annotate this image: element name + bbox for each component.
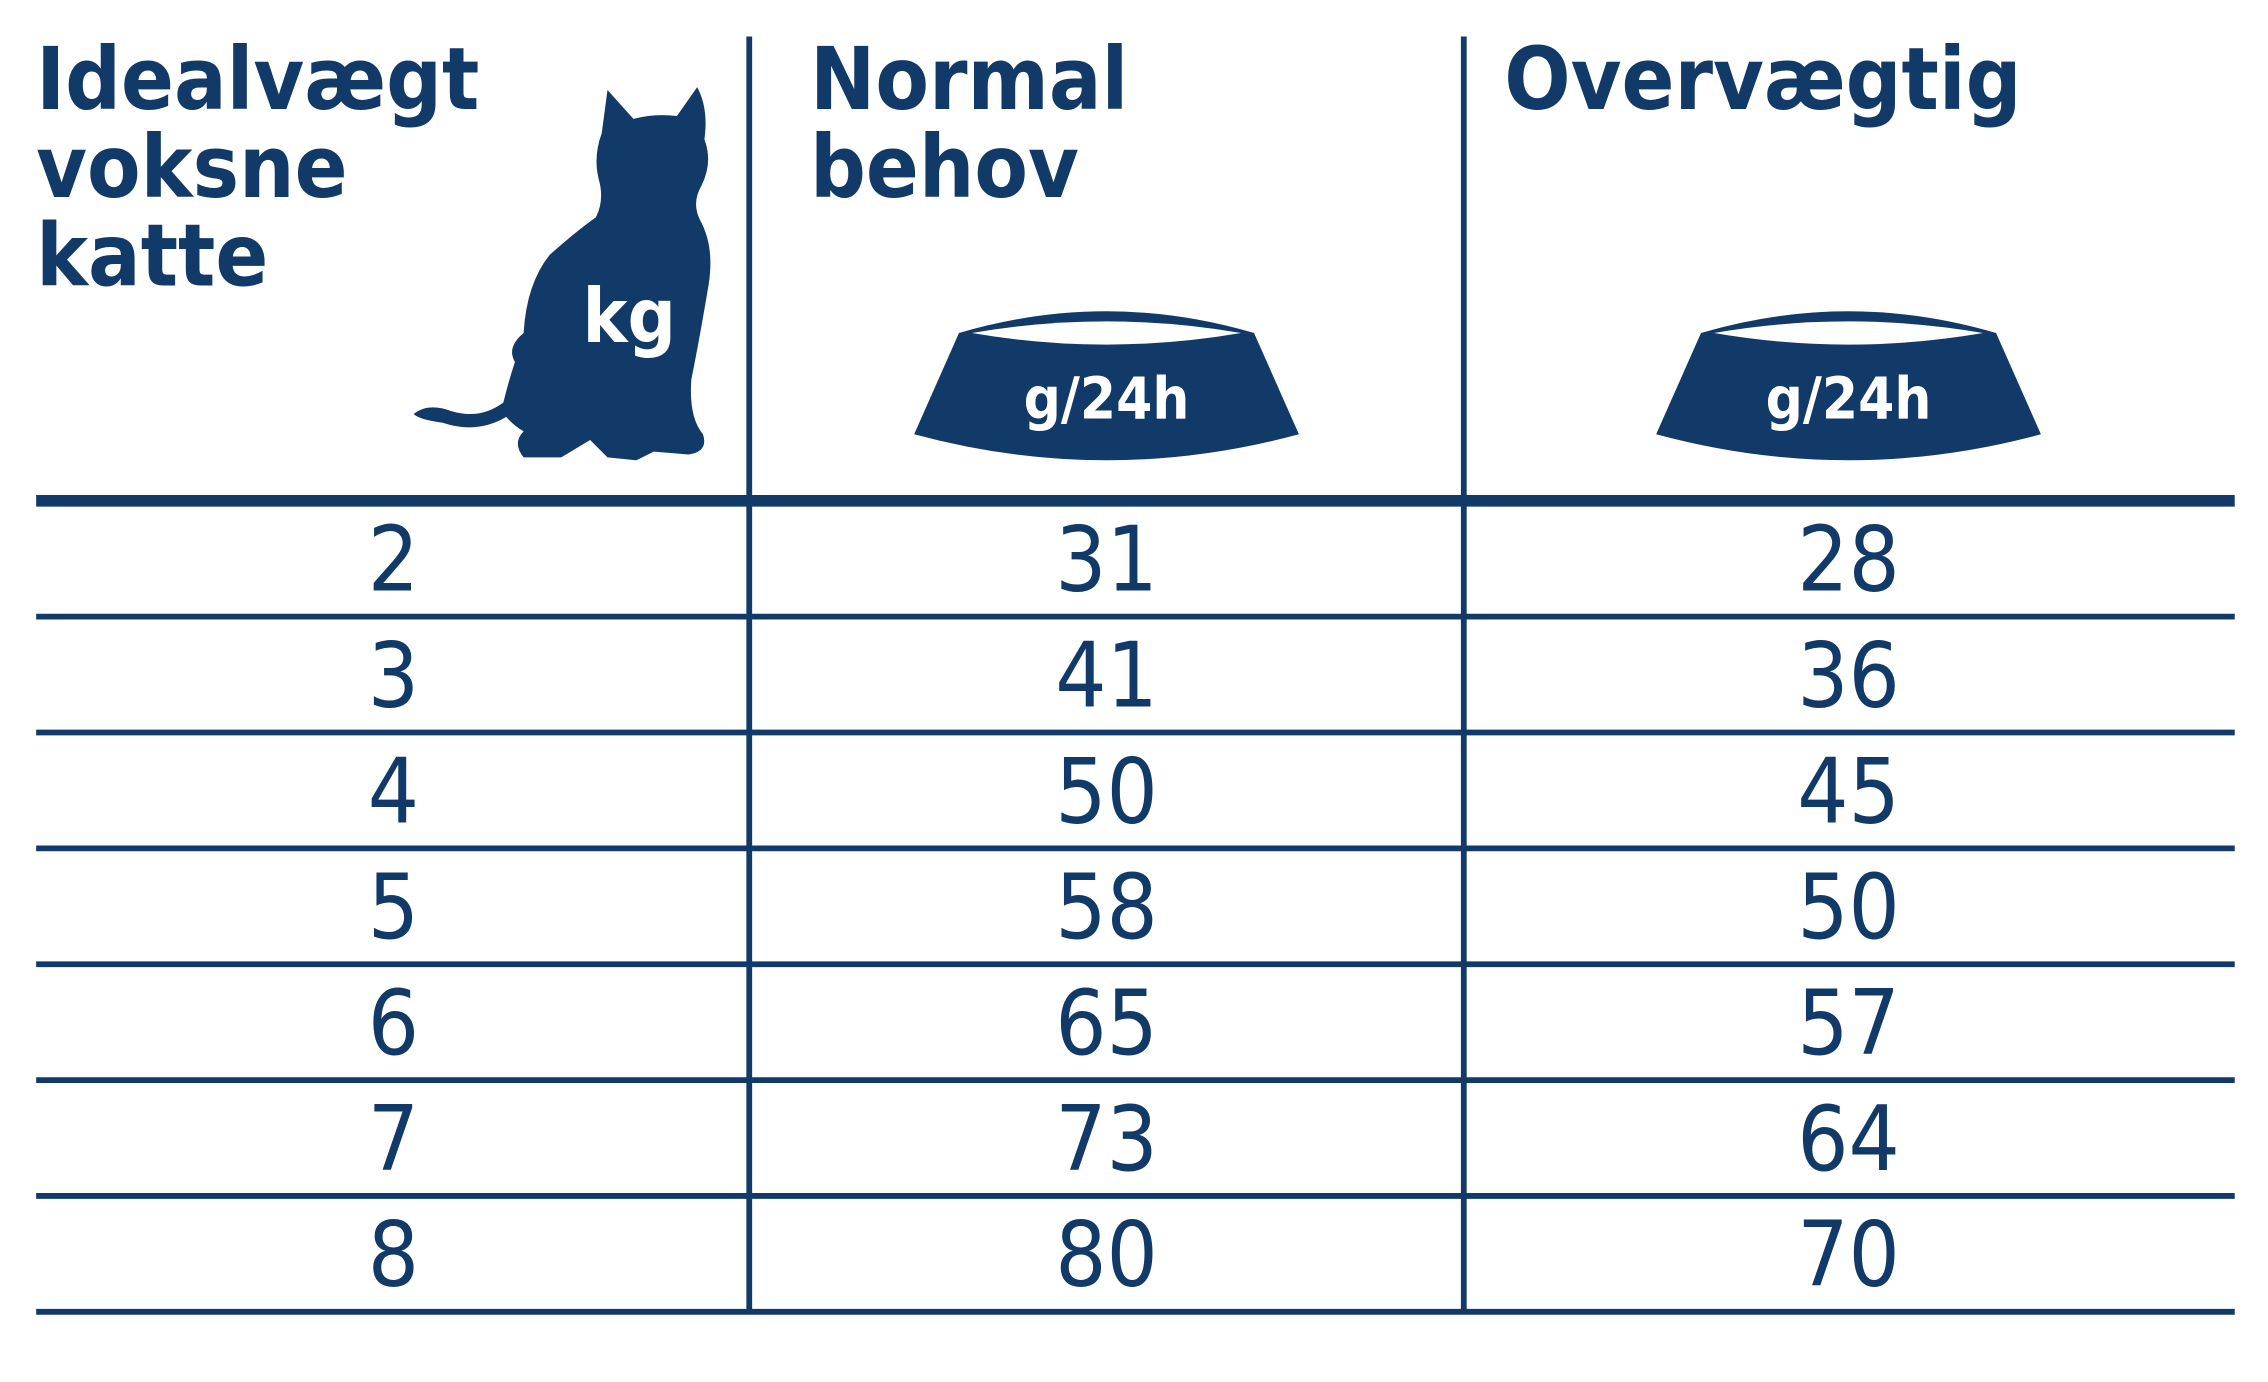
table-cell: 31 (1055, 509, 1158, 613)
table-cell: 65 (1055, 972, 1158, 1076)
column-header: behov (810, 117, 1079, 218)
table-cell: 28 (1797, 509, 1900, 613)
unit-label: kg (582, 272, 675, 360)
table-cell: 6 (368, 972, 419, 1076)
table-cell: 2 (368, 509, 419, 613)
table-cell: 45 (1797, 740, 1900, 844)
table-cell: 36 (1797, 624, 1900, 728)
bowl-icon (914, 311, 1299, 461)
column-header: Overvægtig (1504, 29, 2021, 130)
table-cell: 8 (368, 1204, 419, 1308)
table-cell: 7 (368, 1088, 419, 1192)
table-cell: 3 (368, 624, 419, 728)
column-header: katte (36, 205, 268, 306)
unit-label: g/24h (1024, 365, 1190, 433)
table-cell: 73 (1055, 1088, 1158, 1192)
column-header: voksne (36, 117, 347, 218)
column-header: Normal (810, 29, 1128, 130)
table-cell: 5 (368, 856, 419, 960)
table-cell: 64 (1797, 1088, 1900, 1192)
table-cell: 70 (1797, 1204, 1900, 1308)
unit-label: g/24h (1766, 365, 1932, 433)
column-header: Idealvægt (36, 29, 479, 130)
table-cell: 41 (1055, 624, 1158, 728)
table-cell: 57 (1797, 972, 1900, 1076)
bowl-icon (1656, 311, 2041, 461)
table-cell: 58 (1055, 856, 1158, 960)
table-cell: 50 (1055, 740, 1158, 844)
table-cell: 4 (368, 740, 419, 844)
cat-icon (413, 87, 711, 461)
table-cell: 80 (1055, 1204, 1158, 1308)
table-cell: 50 (1797, 856, 1900, 960)
